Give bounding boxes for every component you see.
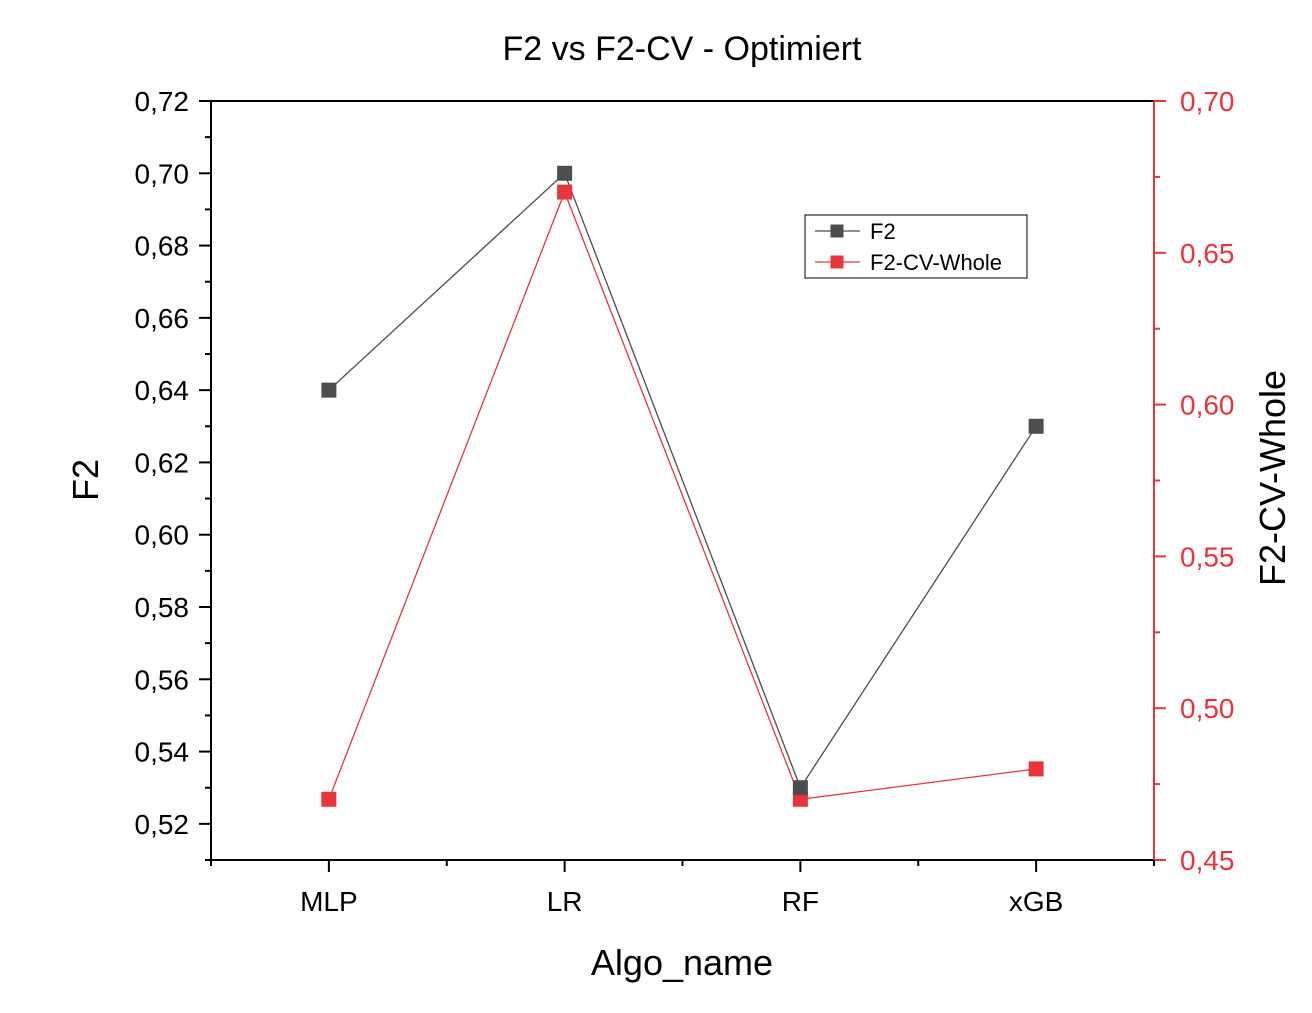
x-tick-label: MLP	[300, 886, 358, 917]
y-axis-label: F2	[65, 459, 106, 501]
data-point-f2	[557, 165, 573, 181]
left-tick-label: 0,60	[135, 520, 190, 551]
data-point-f2	[792, 780, 808, 796]
left-tick-label: 0,72	[135, 86, 190, 117]
chart-title: F2 vs F2-CV - Optimiert	[503, 30, 862, 68]
right-tick-label: 0,65	[1180, 238, 1235, 269]
x-tick-label: LR	[547, 886, 583, 917]
x-tick-label: RF	[782, 886, 819, 917]
data-point-f2-cv-whole	[1028, 761, 1044, 777]
legend-f2-marker	[830, 224, 844, 238]
left-tick-label: 0,66	[135, 303, 190, 334]
plot-frame	[210, 100, 1155, 861]
series-line-f2-cv-whole	[328, 190, 1037, 801]
x-tick-label: xGB	[1009, 886, 1063, 917]
legend-f2-label: F2	[870, 219, 896, 244]
left-y-axis: 0,52 0,54 0,56 0,58 0,60 0,62 0,64 0,66 0,68 0,70…	[135, 86, 211, 861]
series-line-f2	[328, 172, 1037, 790]
data-point-f2	[1028, 418, 1044, 434]
left-tick-label: 0,56	[135, 664, 190, 695]
right-tick-label: 0,60	[1180, 390, 1235, 421]
right-tick-label: 0,55	[1180, 541, 1235, 572]
data-point-f2-cv-whole	[792, 791, 808, 807]
x-axis-label: Algo_name	[591, 942, 773, 983]
left-tick-label: 0,68	[135, 231, 190, 262]
right-tick-label: 0,45	[1180, 845, 1235, 876]
data-point-f2-cv-whole	[557, 184, 573, 200]
legend-f2cv-label: F2-CV-Whole	[870, 250, 1002, 275]
right-y-axis: 0,45 0,50 0,55 0,60 0,65 0,70	[1154, 86, 1235, 876]
left-tick-label: 0,62	[135, 447, 190, 478]
data-point-f2-cv-whole	[321, 791, 337, 807]
right-tick-label: 0,50	[1180, 693, 1235, 724]
data-point-f2	[321, 382, 337, 398]
x-axis: MLP LR RF xGB	[210, 860, 1155, 917]
legend-f2cv-marker	[830, 255, 844, 269]
left-tick-label: 0,54	[135, 737, 190, 768]
left-tick-label: 0,64	[135, 375, 190, 406]
right-tick-label: 0,70	[1180, 86, 1235, 117]
legend: F2 F2-CV-Whole	[804, 214, 1028, 279]
y2-axis-label: F2-CV-Whole	[1252, 370, 1293, 586]
left-tick-label: 0,58	[135, 592, 190, 623]
left-tick-label: 0,52	[135, 809, 190, 840]
series-layer	[321, 165, 1044, 807]
left-tick-label: 0,70	[135, 158, 190, 189]
